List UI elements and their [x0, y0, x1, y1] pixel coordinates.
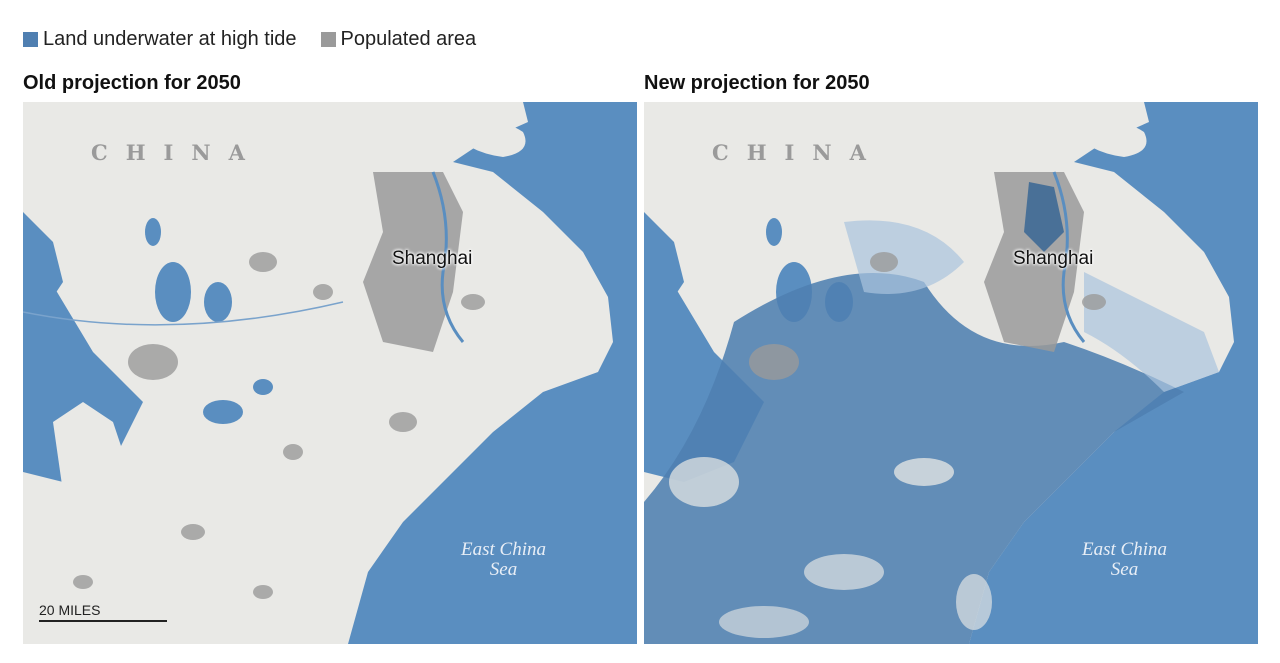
legend-label: Populated area — [340, 28, 477, 50]
legend-item-flooded: Land underwater at high tide — [23, 28, 297, 51]
sea-label: East China Sea — [461, 540, 546, 580]
new-projection-map: CHINA Shanghai East China Sea — [644, 102, 1258, 644]
old-projection-map: CHINA Shanghai East China Sea 20 MILES — [23, 102, 637, 644]
scale-bar-label: 20 MILES — [39, 602, 101, 618]
sea-label-line2: Sea — [489, 559, 518, 580]
scale-bar: 20 MILES — [39, 602, 167, 622]
flooded-swatch-icon — [23, 32, 38, 47]
old-projection-title: Old projection for 2050 — [23, 72, 241, 94]
legend-item-populated: Populated area — [320, 28, 477, 51]
scale-bar-line — [39, 620, 167, 622]
map-legend: Land underwater at high tide Populated a… — [23, 28, 500, 51]
sea-label: East China Sea — [1082, 540, 1167, 580]
new-projection-title: New projection for 2050 — [644, 72, 870, 94]
legend-label: Land underwater at high tide — [43, 28, 297, 50]
city-label: Shanghai — [1013, 248, 1094, 269]
country-label: CHINA — [712, 140, 884, 165]
map-graphic — [644, 102, 1258, 644]
sea-label-line1: East China — [461, 539, 546, 560]
map-graphic — [23, 102, 637, 644]
country-label: CHINA — [91, 140, 263, 165]
populated-swatch-icon — [320, 32, 336, 47]
sea-label-line1: East China — [1082, 539, 1167, 560]
sea-label-line2: Sea — [1110, 559, 1139, 580]
city-label: Shanghai — [392, 248, 473, 269]
